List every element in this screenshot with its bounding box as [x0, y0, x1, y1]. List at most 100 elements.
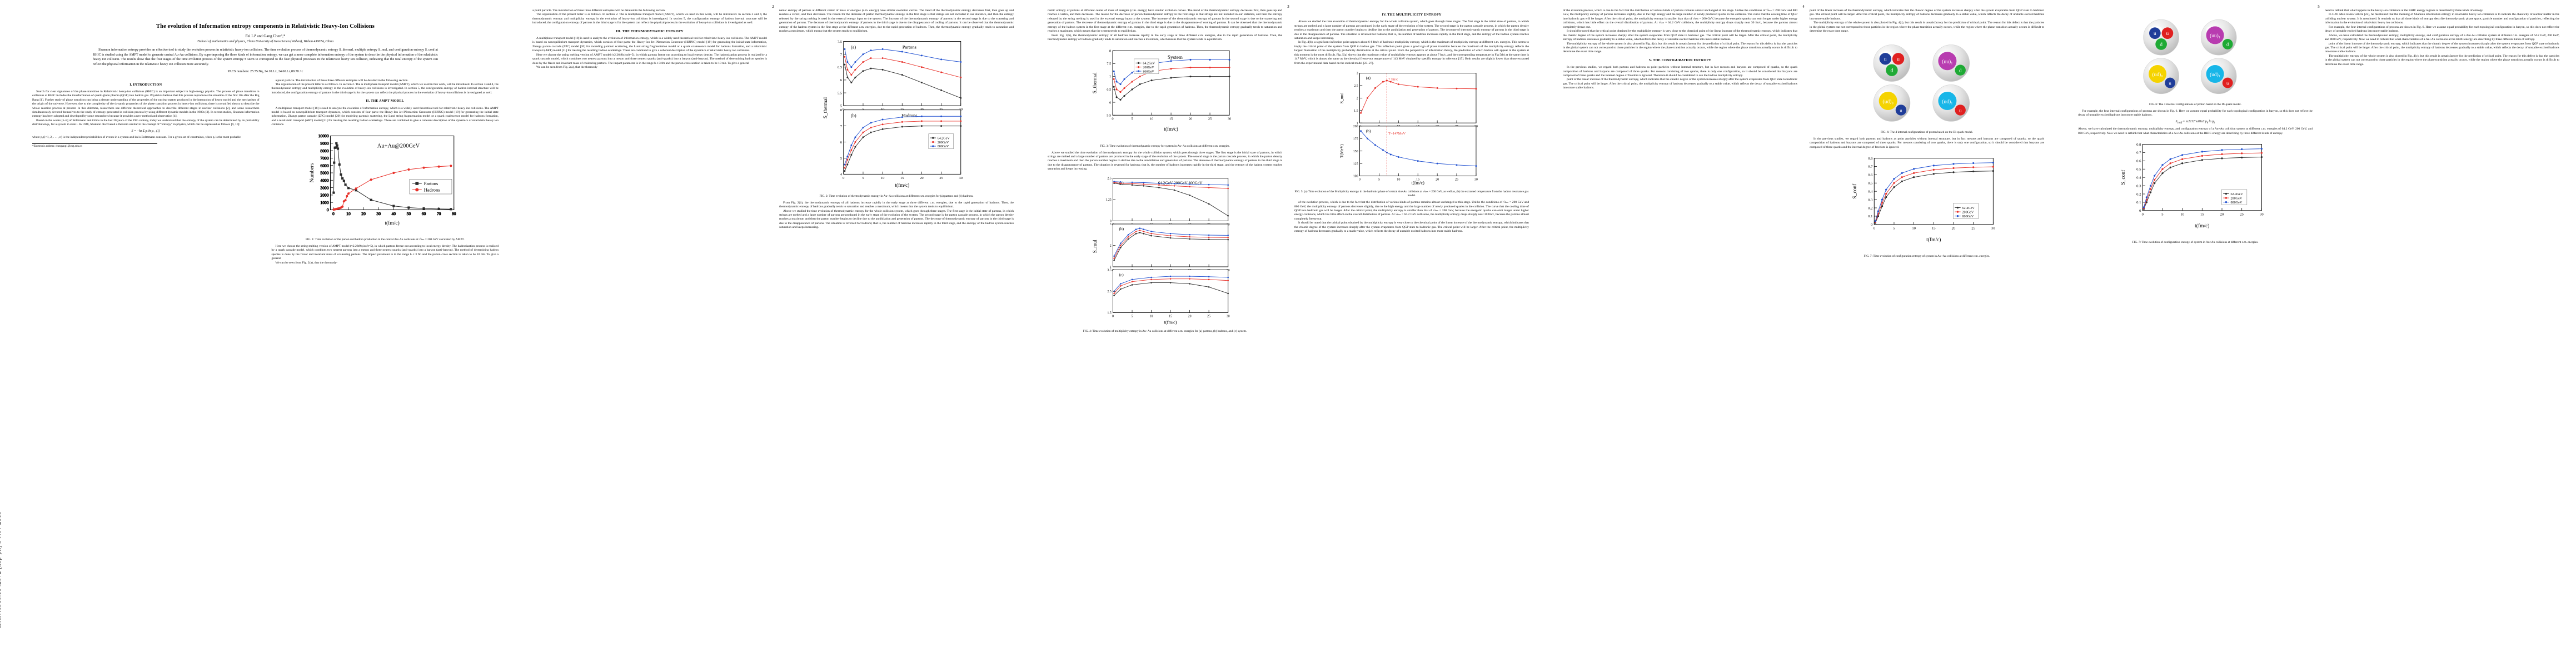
paragraph: A multiphase transport model [18] is use… [532, 37, 767, 53]
figure-3-plot: System 5.5 6 6.5 7 7.5 8 0 5 10 15 20 25 30 S_therma… [1092, 49, 1232, 131]
svg-text:d: d [2160, 42, 2163, 48]
svg-text:(b): (b) [1119, 226, 1124, 231]
paragraph: In the previous studies, we regard both … [1563, 66, 1797, 77]
svg-text:2000: 2000 [320, 192, 328, 197]
figure-1-ylabel: Numbers [310, 163, 315, 182]
figure-7-xlabel: t(fm/c) [1926, 237, 1941, 243]
svg-text:20: 20 [920, 176, 924, 180]
svg-text:30: 30 [959, 176, 963, 180]
svg-text:25: 25 [1971, 226, 1975, 230]
svg-text:6.5: 6.5 [838, 66, 842, 69]
paragraph: Above we studied the time evolution of t… [779, 209, 1014, 230]
figure-6-caption: FIG. 6: The 4 internal configurations of… [1880, 130, 1974, 134]
svg-text:2.5: 2.5 [1354, 84, 1358, 88]
svg-text:(b): (b) [1366, 128, 1371, 133]
svg-text:15: 15 [1932, 226, 1936, 230]
figure-3: System 5.5 6 6.5 7 7.5 8 0 5 10 15 20 25 30 S_therma… [1048, 46, 1282, 148]
svg-text:(a): (a) [851, 44, 856, 49]
svg-text:15: 15 [1416, 178, 1419, 182]
svg-text:20: 20 [1188, 315, 1192, 318]
figure-4-xlabel: t(fm/c) [1164, 320, 1177, 325]
figure-7-plot: 00.10.20.30.40.50.60.70.80 5 10 15 20 25 30 S_… [1852, 157, 1995, 243]
section-heading-thermodynamic: III. THE THERMODYNAMIC ENTROPY [616, 29, 684, 33]
page-4: 4 of the evolution process, which is due… [1546, 0, 2061, 667]
figure-2-caption: FIG. 2: Time evolution of thermodynamic … [819, 194, 974, 198]
svg-text:10: 10 [1912, 226, 1916, 230]
page-1: arXiv:1910.10420v2 [hep-ph] 3 Nov 2019 T… [0, 0, 515, 667]
column-right: namic entropy of partons at different ce… [779, 9, 1014, 650]
svg-text:(a): (a) [1119, 180, 1124, 185]
paragraph: point of the linear increase of the ther… [2325, 42, 2559, 54]
svg-text:5: 5 [1132, 315, 1133, 318]
svg-text:125: 125 [1353, 162, 1358, 166]
svg-text:2: 2 [1357, 97, 1358, 101]
paragraph: In the previous studies, we regard both … [1810, 137, 2044, 149]
footnote: *Electronic address: chengang1@cug.edu.c… [32, 143, 157, 149]
paragraph: The multiplicity entropy of the whole sy… [2325, 54, 2559, 66]
svg-text:0: 0 [1359, 178, 1361, 182]
svg-text:(uu)₁: (uu)₁ [2210, 33, 2220, 39]
authors: Fei Li¹ and Gang Chen¹,* [245, 34, 286, 38]
svg-text:6: 6 [1109, 101, 1112, 104]
svg-text:200GeV: 200GeV [1962, 211, 1974, 214]
paragraph: We can be seen from Fig. 2(a), that the … [536, 66, 599, 69]
paragraph: It should be noted that the critical poi… [1563, 29, 1797, 42]
svg-text:Hadrons: Hadrons [423, 187, 440, 192]
svg-text:10: 10 [346, 211, 351, 216]
figure-6: u u d (uu)₁ d (ud)₀ u (ud)₁ u FIG. 6: The 4 inte… [1810, 37, 2044, 135]
paragraph: Search for clear signatures of the phase… [32, 89, 260, 118]
figure-4-panel-a: (a) 64.2GeV 200GeV 800GeV 01.252.5051015… [1105, 177, 1229, 226]
svg-text:800GeV: 800GeV [1962, 215, 1974, 218]
page-1-columns: I. INTRODUCTION Search for clear signatu… [32, 79, 499, 265]
svg-text:(ud)₁: (ud)₁ [2210, 72, 2220, 78]
column-right: IV. THE MULTIPLICITY ENTROPY Above we st… [1294, 9, 1529, 650]
proton-config: (uu)₁ d [2201, 19, 2237, 56]
svg-text:(ud)₁: (ud)₁ [1942, 98, 1953, 104]
svg-text:10000: 10000 [318, 133, 328, 138]
svg-text:5: 5 [2161, 213, 2164, 217]
svg-text:62.4GeV: 62.4GeV [2230, 193, 2243, 196]
svg-text:7: 7 [1109, 74, 1112, 78]
svg-text:7: 7 [840, 125, 843, 128]
arxiv-stamp: arXiv:1910.10420v2 [hep-ph] 3 Nov 2019 [0, 511, 2, 628]
figure-5-xlabel: t(fm/c) [1412, 181, 1425, 186]
svg-text:8: 8 [840, 108, 843, 112]
svg-text:5: 5 [1131, 117, 1133, 121]
svg-text:u: u [1900, 107, 1902, 113]
paragraph: Above, we have calculated the thermodyna… [2078, 127, 2313, 135]
svg-text:0.8: 0.8 [1868, 157, 1873, 161]
figure-5-plot: (a) 11.522.53051015202530S_mul 7 fm/c (b… [1339, 72, 1478, 186]
svg-text:15: 15 [1169, 315, 1172, 318]
svg-text:(ud)₀: (ud)₀ [2153, 72, 2163, 78]
svg-text:800GeV: 800GeV [1143, 70, 1154, 73]
proton-config: (ud)₁ u [1932, 84, 1970, 122]
svg-text:(a): (a) [1366, 76, 1371, 81]
svg-text:25: 25 [1208, 117, 1212, 121]
svg-text:T(MeV): T(MeV) [1339, 144, 1344, 158]
svg-text:64.2GeV: 64.2GeV [1143, 62, 1155, 65]
figure-7-caption: FIG. 7: Time evolution of configuration … [1864, 254, 1990, 258]
svg-text:150: 150 [1353, 150, 1358, 153]
figure-5-panel-b: (b) 100 125 150 175 200 0 5 10 15 20 25 30 T(MeV) T=… [1339, 125, 1478, 182]
svg-text:0: 0 [1110, 220, 1112, 223]
svg-text:25: 25 [939, 176, 943, 180]
paragraph: Based on the works [5–8] of Boltzmann an… [32, 118, 260, 127]
figure-3-title: System [1168, 54, 1183, 59]
figure-2-ylabel: S_thermal [823, 97, 829, 118]
svg-text:20: 20 [1952, 226, 1956, 230]
svg-text:30: 30 [1228, 117, 1231, 121]
svg-text:6: 6 [840, 78, 843, 82]
figure-1-caption: FIG. 1: Time evolution of the parton and… [305, 237, 465, 241]
column-left: a point particle. The introduction of th… [532, 9, 767, 650]
figure-1: 0 1000 2000 3000 4000 5000 6000 7000 8000 9000 100… [272, 131, 499, 242]
svg-text:8000: 8000 [320, 148, 328, 153]
figure-2-xlabel: t(fm/c) [895, 182, 909, 188]
page-2: 2 a point particle. The introduction of … [515, 0, 1030, 667]
column-right: a point particle. The introduction of th… [272, 79, 499, 265]
svg-text:25: 25 [939, 107, 943, 111]
figure-2-plot: (a) Partons 55.566.577.50 5 10 15 20 25 30 (b)… [823, 39, 963, 188]
svg-text:2: 2 [1110, 244, 1112, 247]
svg-text:0: 0 [1874, 226, 1876, 230]
